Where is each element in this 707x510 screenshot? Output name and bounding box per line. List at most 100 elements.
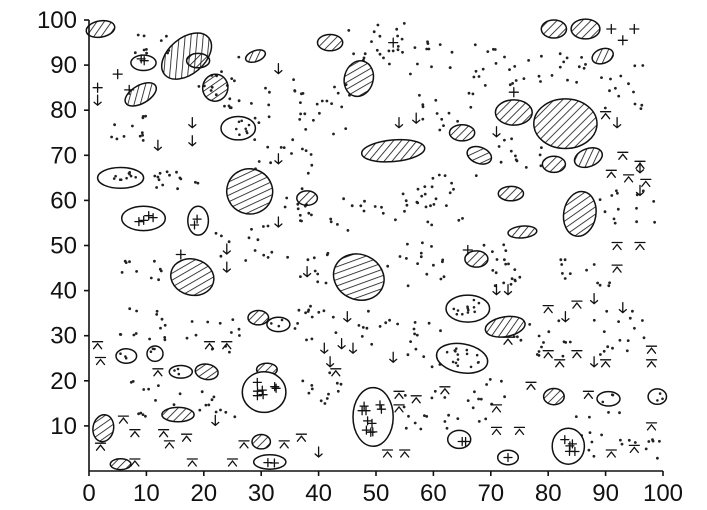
patch-cross bbox=[269, 458, 280, 468]
hatched-patch-outline bbox=[466, 145, 493, 165]
hatched-patch-outline bbox=[507, 225, 538, 239]
hatched-patch bbox=[464, 250, 489, 268]
patch-cross bbox=[252, 377, 262, 388]
hat-symbol bbox=[634, 160, 646, 169]
dot bbox=[450, 50, 454, 54]
cross-symbol bbox=[175, 249, 186, 260]
dot bbox=[153, 174, 157, 178]
hat-symbol bbox=[571, 350, 583, 359]
dot bbox=[310, 384, 314, 387]
patch-dot bbox=[656, 399, 659, 402]
dot bbox=[434, 197, 438, 201]
dot bbox=[558, 52, 562, 56]
patch-dot bbox=[124, 356, 128, 360]
dot bbox=[329, 217, 333, 221]
dot bbox=[384, 321, 388, 325]
dot-cluster bbox=[185, 318, 241, 354]
dot bbox=[327, 392, 330, 396]
patch-dot bbox=[245, 130, 248, 133]
dot bbox=[473, 390, 476, 394]
dot bbox=[610, 194, 614, 197]
dot bbox=[402, 22, 406, 25]
dot bbox=[615, 189, 618, 193]
dot bbox=[434, 98, 438, 102]
hatched-patch bbox=[497, 185, 525, 202]
dot bbox=[616, 207, 620, 211]
dot bbox=[154, 399, 157, 402]
dot bbox=[600, 433, 603, 437]
dot bbox=[238, 334, 241, 337]
dot bbox=[491, 269, 495, 272]
dot-cluster bbox=[301, 371, 343, 405]
dot bbox=[504, 262, 508, 266]
hat-symbol bbox=[399, 449, 411, 458]
dot bbox=[592, 263, 596, 266]
cross-patch-outline bbox=[130, 54, 157, 72]
patch-cross bbox=[367, 418, 377, 429]
dot bbox=[175, 170, 178, 174]
hat-symbol bbox=[410, 395, 422, 404]
dotted-patch bbox=[220, 115, 257, 141]
patch-dot bbox=[237, 120, 241, 124]
dot bbox=[437, 173, 441, 177]
hat-symbol bbox=[599, 111, 612, 120]
dot bbox=[210, 398, 214, 402]
dot bbox=[461, 217, 464, 220]
hatched-patch-outline bbox=[201, 73, 229, 102]
dot bbox=[427, 47, 431, 51]
dot bbox=[644, 447, 648, 451]
dot-cluster bbox=[118, 307, 167, 342]
patch-cross bbox=[368, 427, 378, 437]
dot bbox=[561, 272, 564, 275]
patch-cross bbox=[257, 385, 267, 395]
dot bbox=[635, 206, 638, 210]
dot bbox=[614, 86, 617, 90]
dot-clusters bbox=[110, 22, 661, 460]
dot bbox=[310, 387, 314, 391]
dot bbox=[504, 249, 508, 253]
hatched-patch-outline bbox=[185, 52, 211, 69]
dot bbox=[539, 80, 542, 83]
hat-symbol bbox=[599, 359, 612, 368]
patch-dot bbox=[456, 353, 460, 356]
dot bbox=[378, 325, 382, 328]
dot bbox=[585, 268, 588, 272]
dotted-patch bbox=[115, 348, 138, 364]
dot bbox=[312, 256, 316, 260]
dot bbox=[363, 199, 366, 203]
patches bbox=[85, 18, 668, 471]
x-tick-label: 30 bbox=[248, 480, 275, 507]
cross-patch bbox=[252, 454, 287, 470]
y-tick-label: 60 bbox=[50, 187, 77, 214]
hat-symbol bbox=[605, 169, 617, 178]
dot bbox=[641, 64, 645, 67]
dot bbox=[514, 79, 518, 82]
hatched-patch-outline bbox=[562, 190, 597, 237]
dot bbox=[300, 92, 303, 96]
dot bbox=[141, 133, 145, 137]
cross-symbol bbox=[508, 87, 519, 98]
dot bbox=[538, 153, 542, 157]
patch-dot bbox=[240, 119, 243, 123]
dot bbox=[316, 280, 320, 284]
patch-dot bbox=[247, 123, 251, 127]
y-tick-label: 100 bbox=[37, 7, 77, 34]
hat-symbol bbox=[129, 429, 141, 438]
dot bbox=[128, 260, 131, 264]
cross-symbol bbox=[629, 23, 640, 35]
dot-cluster bbox=[357, 309, 399, 346]
dot bbox=[350, 204, 354, 208]
hatched-patch-outline bbox=[541, 155, 567, 174]
dot bbox=[565, 56, 569, 60]
dot bbox=[398, 255, 402, 258]
dot bbox=[219, 254, 223, 258]
dot-cluster bbox=[133, 33, 171, 55]
dot bbox=[361, 326, 365, 329]
dot bbox=[340, 105, 344, 109]
dot bbox=[381, 211, 385, 215]
dot bbox=[631, 309, 634, 313]
dot bbox=[285, 196, 289, 200]
dot bbox=[575, 80, 578, 84]
hat-symbol bbox=[330, 368, 342, 377]
dot bbox=[439, 277, 443, 281]
